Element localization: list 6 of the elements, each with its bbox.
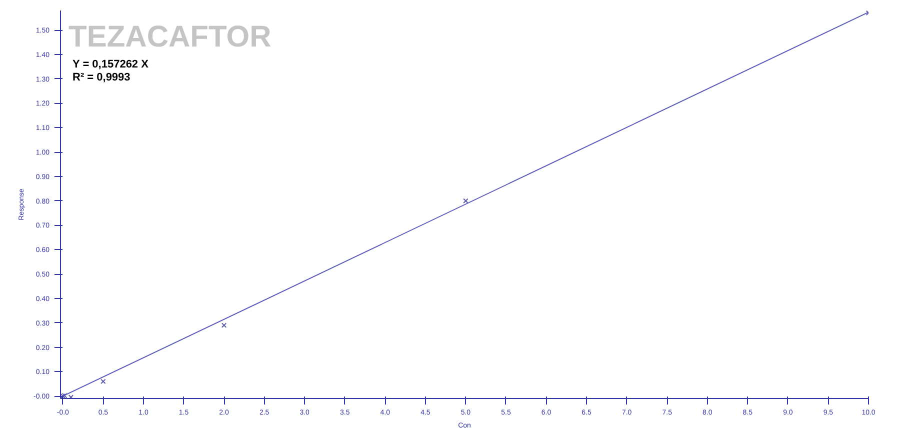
point bbox=[100, 378, 106, 384]
chart-title: TEZACAFTOR bbox=[68, 20, 272, 54]
point bbox=[221, 322, 227, 328]
annotation: Y = 0,157262 X bbox=[72, 58, 150, 70]
annotation: R² = 0,9993 bbox=[72, 72, 130, 84]
point bbox=[463, 198, 468, 204]
